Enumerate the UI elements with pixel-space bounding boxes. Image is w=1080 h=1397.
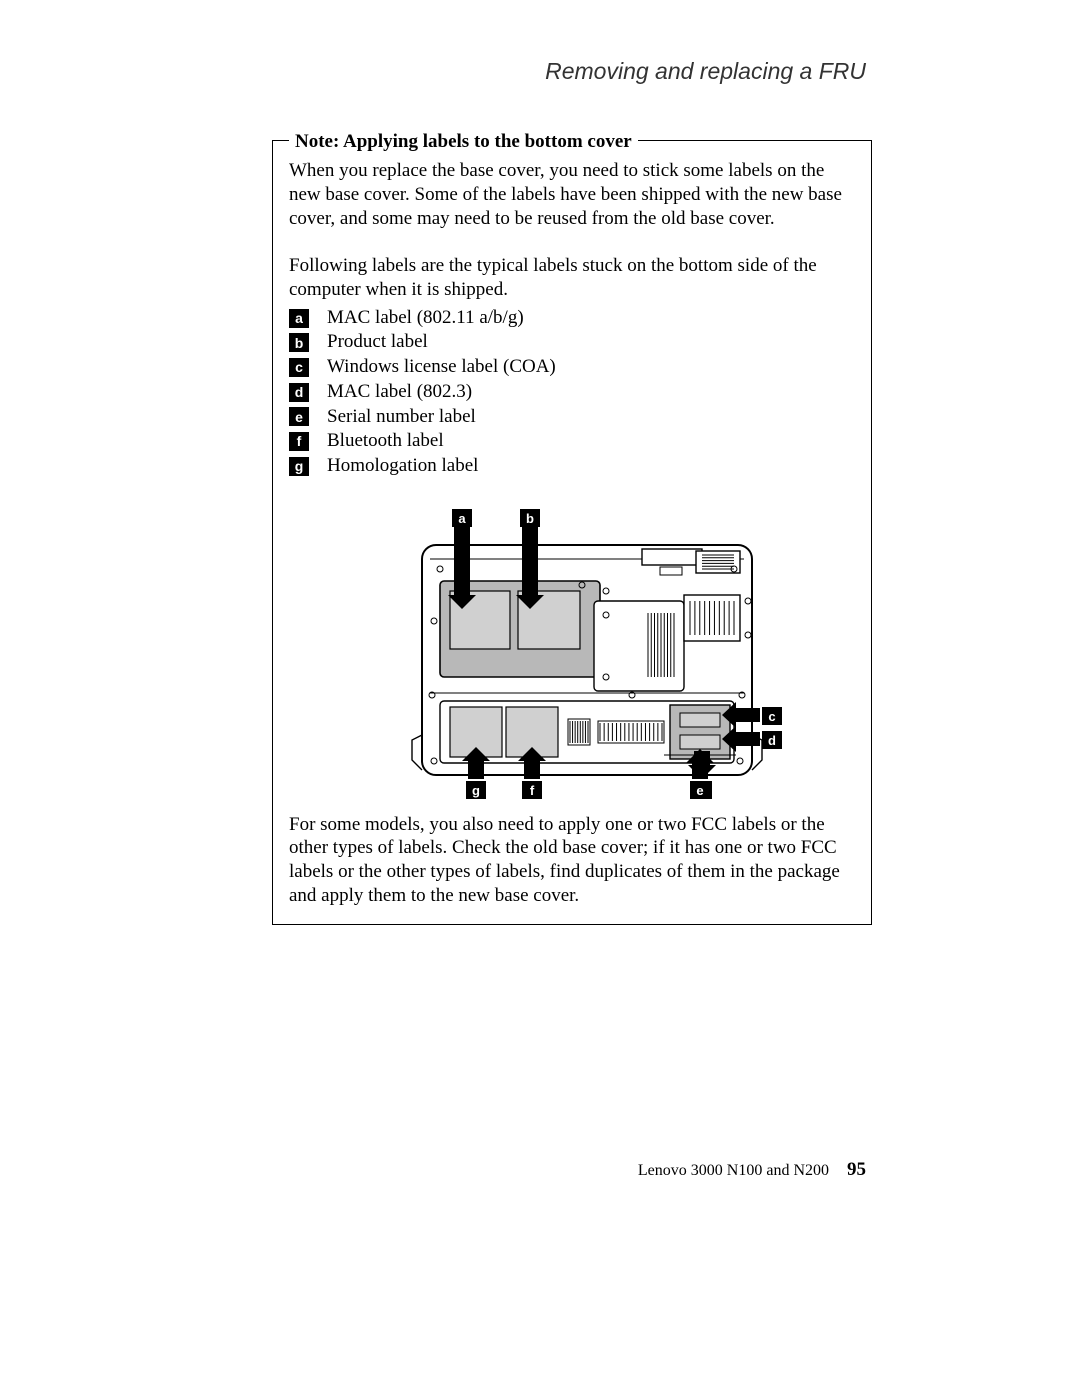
svg-text:d: d <box>768 733 776 748</box>
footer-page-number: 95 <box>847 1159 866 1180</box>
footer-book: Lenovo 3000 N100 and N200 <box>638 1162 829 1179</box>
label-row-b: b Product label <box>289 330 855 355</box>
label-text-b: Product label <box>327 330 428 355</box>
note-title: Note: Applying labels to the bottom cove… <box>289 131 638 153</box>
label-tag-b: b <box>289 333 309 352</box>
note-para-2: Following labels are the typical labels … <box>289 254 855 302</box>
svg-text:c: c <box>768 709 775 724</box>
note-para-1: When you replace the base cover, you nee… <box>289 159 855 230</box>
note-para-3: For some models, you also need to apply … <box>289 813 855 908</box>
label-text-d: MAC label (802.3) <box>327 380 472 405</box>
label-tag-a: a <box>289 309 309 328</box>
svg-text:e: e <box>696 783 703 798</box>
label-row-d: d MAC label (802.3) <box>289 380 855 405</box>
label-text-g: Homologation label <box>327 454 478 479</box>
label-row-a: a MAC label (802.11 a/b/g) <box>289 306 855 331</box>
svg-text:f: f <box>530 783 535 798</box>
label-tag-c: c <box>289 358 309 377</box>
label-tag-f: f <box>289 432 309 451</box>
label-text-c: Windows license label (COA) <box>327 355 556 380</box>
svg-text:b: b <box>526 511 534 526</box>
svg-text:g: g <box>472 783 480 798</box>
label-row-g: g Homologation label <box>289 454 855 479</box>
bottom-cover-diagram: abcdegfe <box>289 503 855 803</box>
label-row-c: c Windows license label (COA) <box>289 355 855 380</box>
label-text-f: Bluetooth label <box>327 429 444 454</box>
note-box: Note: Applying labels to the bottom cove… <box>272 140 872 925</box>
label-tag-e: e <box>289 407 309 426</box>
label-tag-d: d <box>289 383 309 402</box>
label-tag-g: g <box>289 457 309 476</box>
label-row-f: f Bluetooth label <box>289 429 855 454</box>
page-footer: Lenovo 3000 N100 and N200 95 <box>638 1159 866 1181</box>
svg-text:a: a <box>458 511 466 526</box>
label-list: a MAC label (802.11 a/b/g) b Product lab… <box>289 306 855 479</box>
label-text-a: MAC label (802.11 a/b/g) <box>327 306 524 331</box>
label-row-e: e Serial number label <box>289 405 855 430</box>
label-text-e: Serial number label <box>327 405 476 430</box>
page-header: Removing and replacing a FRU <box>545 58 866 85</box>
